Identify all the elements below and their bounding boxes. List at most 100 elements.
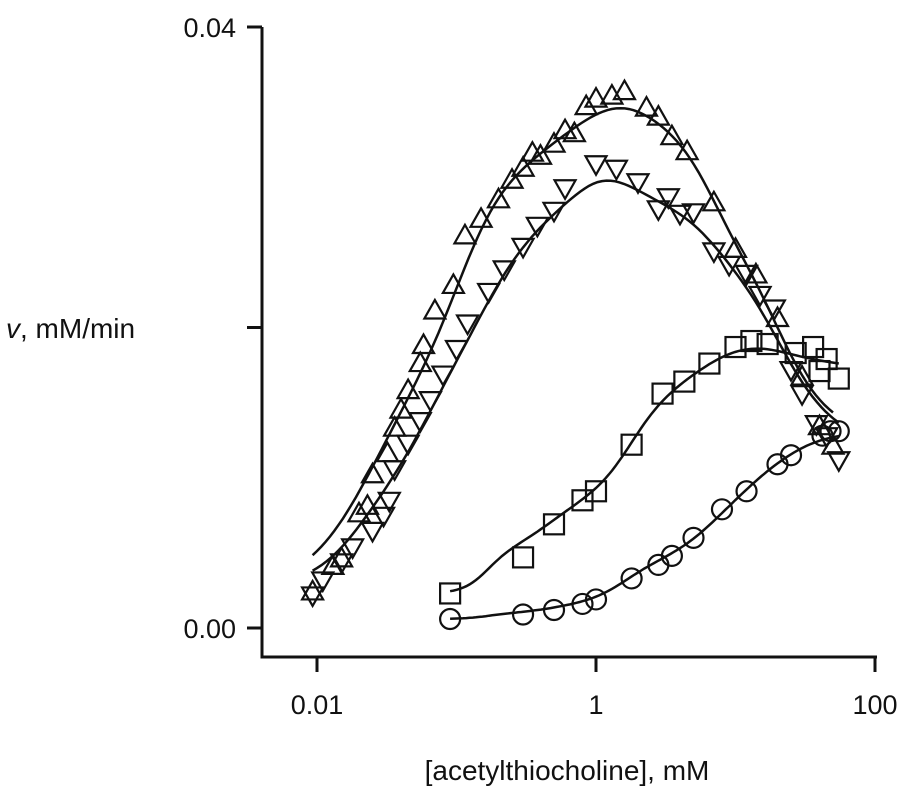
data-point-triangle-up [355,493,380,515]
data-point-circle [439,607,462,631]
data-point-triangle-down [418,391,443,413]
data-point-triangle-down [310,571,336,594]
data-point-square [511,546,535,569]
data-point-triangle-up [674,138,700,161]
y-axis-label: v, mM/min [6,313,135,344]
data-point-triangle-up [612,78,637,101]
data-point-triangle-up [300,578,325,601]
data-point-triangle-up [468,206,494,228]
data-point-triangle-up [346,500,372,523]
data-point-triangle-down [716,255,742,278]
data-point-square [815,347,838,371]
axes: 0.01 1 100 0.00 0.04 [183,13,897,720]
data-point-circle [710,498,734,521]
data-point-triangle-down [340,538,365,561]
data-point-triangle-down [552,179,578,201]
data-point-square [651,382,674,405]
data-point-triangle-up [422,297,448,320]
data-point-triangle-up [395,377,421,400]
data-point-square [756,332,779,356]
fit-curve-triangle-up [311,106,834,557]
data-point-triangle-up [441,272,466,295]
data-point-square [808,359,831,383]
data-point-triangle-down [382,460,407,482]
data-point-triangle-up [573,93,599,116]
data-point-circle [542,598,566,622]
data-point-triangle-up [659,123,685,146]
data-point-square [673,370,696,393]
data-point-triangle-up [411,332,436,355]
data-point-triangle-down [734,264,759,287]
data-point-triangle-up [360,461,385,484]
data-point-triangle-up [499,167,525,189]
data-point-circle [682,526,705,549]
data-point-triangle-up [634,94,659,117]
data-point-triangle-up [329,545,354,568]
data-point-triangle-down [430,365,456,388]
data-point-triangle-down [510,237,536,260]
fit-curve-circle [450,434,840,620]
data-point-triangle-down [360,521,385,544]
data-point-circle [660,544,683,567]
data-point-triangle-down [376,491,402,514]
data-point-triangle-down [655,188,681,211]
data-point-triangle-down [329,553,354,576]
data-point-triangle-down [645,200,671,223]
data-point-triangle-down [583,155,609,177]
data-point-triangle-down [826,451,852,473]
y-tick-label: 0.00 [183,614,236,644]
data-point-square [827,367,850,390]
x-tick-label: 100 [852,690,897,720]
data-point-square [439,582,462,605]
fit-curve-triangle-down [311,179,840,572]
data-point-triangle-down [747,285,773,308]
data-point-triangle-up [701,189,727,212]
data-point-square [542,513,566,536]
fit-curve-square [449,347,839,593]
data-point-triangle-up [645,103,671,126]
data-point-triangle-up [583,85,609,108]
data-point-triangle-up [382,414,407,437]
data-point-triangle-up [452,222,478,245]
markers [300,78,852,631]
y-axis-label-unit: , mM/min [20,313,135,344]
y-axis-label-variable: v [6,313,22,344]
data-point-circle [620,567,643,590]
data-point-triangle-down [407,412,433,434]
data-point-triangle-down [667,204,693,227]
data-point-triangle-up [486,186,511,209]
data-point-triangle-down [524,216,550,239]
data-point-circle [779,444,803,467]
data-point-triangle-up [541,130,567,153]
data-point-circle [827,420,850,443]
data-point-triangle-down [300,586,325,609]
axis-frame [260,27,877,659]
y-tick-label: 0.04 [183,13,236,43]
data-point-triangle-down [395,434,421,457]
data-point-square [620,433,643,456]
data-point-triangle-down [444,339,469,362]
data-point-circle [571,592,594,616]
data-point-triangle-up [528,142,553,165]
data-point-circle [819,420,842,443]
data-point-triangle-down [541,201,567,224]
data-point-circle [584,588,608,611]
labels: [acetylthiocholine], mM v, mM/min [6,313,709,786]
data-point-triangle-up [510,155,536,177]
data-point-square [584,480,608,503]
data-point-triangle-down [371,506,396,529]
data-point-circle [511,603,535,626]
data-point-triangle-up [562,120,587,143]
data-point-triangle-down [761,299,787,322]
data-point-triangle-down [491,260,517,283]
data-point-square [740,329,763,353]
data-point-triangle-down [701,242,727,265]
x-axis-label: [acetylthiocholine], mM [425,755,710,786]
data-point-circle [735,480,758,503]
x-tick-label: 1 [588,690,603,720]
data-point-triangle-down [476,282,502,305]
data-point-square [802,335,825,359]
data-point-triangle-down [455,314,480,337]
data-point-triangle-down [681,203,706,226]
